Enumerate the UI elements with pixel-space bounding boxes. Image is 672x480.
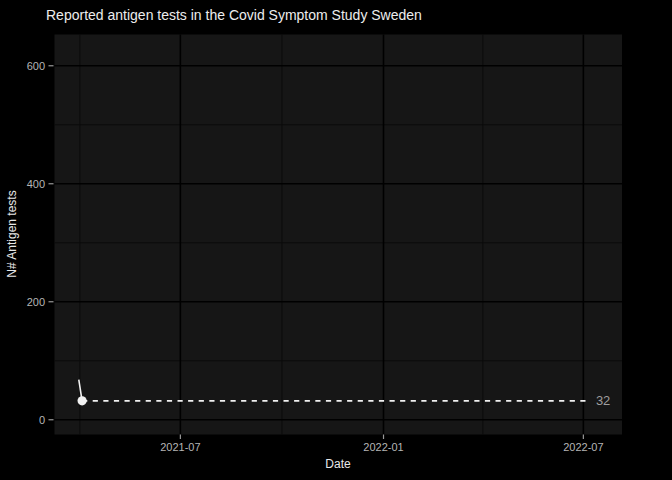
plot-panel bbox=[55, 35, 623, 435]
x-axis-tick-label: 2021-07 bbox=[160, 441, 200, 453]
x-axis-tick-label: 2022-01 bbox=[363, 441, 403, 453]
antigen-tests-chart: Reported antigen tests in the Covid Symp… bbox=[0, 0, 672, 480]
y-axis-tick-label: 0 bbox=[39, 414, 45, 426]
y-axis-tick-label: 600 bbox=[27, 60, 45, 72]
y-axis-tick-label: 200 bbox=[27, 296, 45, 308]
threshold-value-label: 32 bbox=[596, 393, 610, 408]
x-axis-title: Date bbox=[54, 457, 622, 471]
plot-area: 32 0 200 400 600 2021-07 2022-01 2022-07 bbox=[0, 0, 672, 480]
x-axis-tick-label: 2022-07 bbox=[563, 441, 603, 453]
y-axis-tick-label: 400 bbox=[27, 178, 45, 190]
latest-data-point bbox=[78, 396, 87, 405]
